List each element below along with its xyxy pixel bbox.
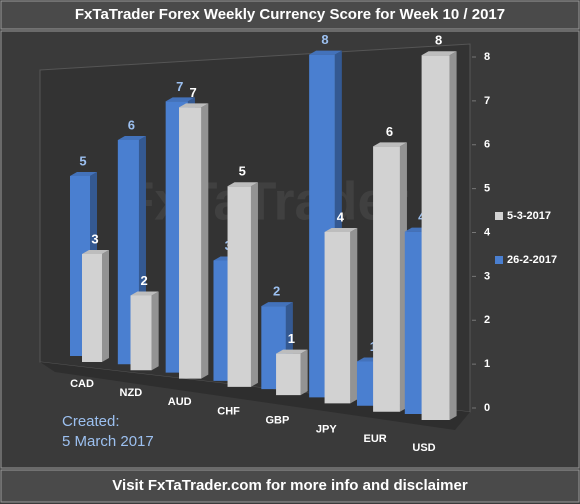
bar-side (201, 103, 209, 379)
x-tick-label: GBP (266, 414, 290, 426)
data-label: 5 (79, 153, 86, 168)
x-tick-label: AUD (168, 396, 192, 408)
bar-side (250, 182, 258, 387)
bar-side (449, 51, 457, 420)
data-label: 1 (288, 331, 295, 346)
data-label: 7 (176, 79, 183, 94)
bar-top (165, 97, 195, 102)
x-tick-label: CHF (217, 405, 240, 417)
data-label: 6 (128, 117, 135, 132)
title-bar (0, 0, 580, 30)
bar-front (276, 353, 301, 396)
y-tick-label: 1 (484, 358, 490, 370)
bar (82, 250, 109, 362)
data-label: 2 (140, 273, 147, 288)
data-label: 7 (190, 85, 197, 100)
data-label: 2 (273, 284, 280, 299)
legend-label: 5-3-2017 (507, 210, 551, 222)
footer-text: Visit FxTaTrader.com for more info and d… (112, 477, 468, 494)
bar-top (130, 291, 159, 296)
y-tick-label: 3 (484, 270, 490, 282)
data-label: 8 (321, 32, 328, 47)
legend-swatch (495, 256, 503, 264)
y-tick-label: 0 (484, 402, 490, 414)
x-tick-label: JPY (316, 424, 337, 436)
bar-top (421, 51, 457, 56)
bar (373, 142, 407, 412)
bar (227, 182, 258, 387)
chart-title: FxTaTrader Forex Weekly Currency Score f… (75, 6, 505, 23)
bar-front (227, 186, 251, 387)
bar (130, 291, 159, 371)
created-date: 5 March 2017 (62, 433, 154, 450)
bar-front (421, 55, 450, 420)
floor (40, 362, 470, 430)
legend-label: 26-2-2017 (507, 254, 557, 266)
bar-front (324, 232, 351, 404)
created-label: Created: (62, 413, 120, 430)
x-tick-label: EUR (364, 433, 387, 445)
bar-front (130, 295, 152, 371)
bar-front (82, 254, 102, 362)
bar-front (373, 146, 400, 412)
bar-top (261, 302, 293, 307)
y-tick-label: 7 (484, 95, 490, 107)
data-label: 4 (337, 209, 345, 224)
bar-side (300, 349, 308, 396)
x-tick-label: CAD (70, 378, 94, 390)
y-tick-label: 6 (484, 139, 490, 151)
bar-top (82, 250, 109, 254)
bar-side (102, 250, 109, 362)
data-label: 8 (435, 33, 442, 48)
bar-top (179, 103, 209, 108)
y-tick-label: 5 (484, 183, 490, 195)
bar-top (373, 142, 407, 147)
legend-swatch (495, 212, 503, 220)
bar-top (70, 172, 97, 176)
data-label: 3 (91, 231, 98, 246)
bar-side (151, 291, 159, 371)
data-label: 5 (239, 164, 246, 179)
bar-top (227, 182, 258, 187)
bar-top (117, 136, 146, 141)
bar-top (324, 228, 358, 232)
y-tick-label: 4 (484, 226, 491, 238)
x-tick-label: USD (412, 442, 435, 454)
watermark: FxTaTrader (121, 171, 408, 231)
bar (179, 103, 209, 379)
bar (421, 51, 457, 420)
data-label: 6 (386, 124, 393, 139)
y-tick-label: 2 (484, 314, 490, 326)
bar (324, 228, 358, 404)
bar-top (309, 50, 342, 55)
footer-bar (0, 469, 580, 503)
bar (276, 349, 308, 396)
x-tick-label: NZD (120, 387, 143, 399)
bar-front (179, 107, 202, 379)
bar-side (350, 228, 358, 404)
y-tick-label: 8 (484, 51, 490, 63)
bar-top (276, 349, 308, 354)
